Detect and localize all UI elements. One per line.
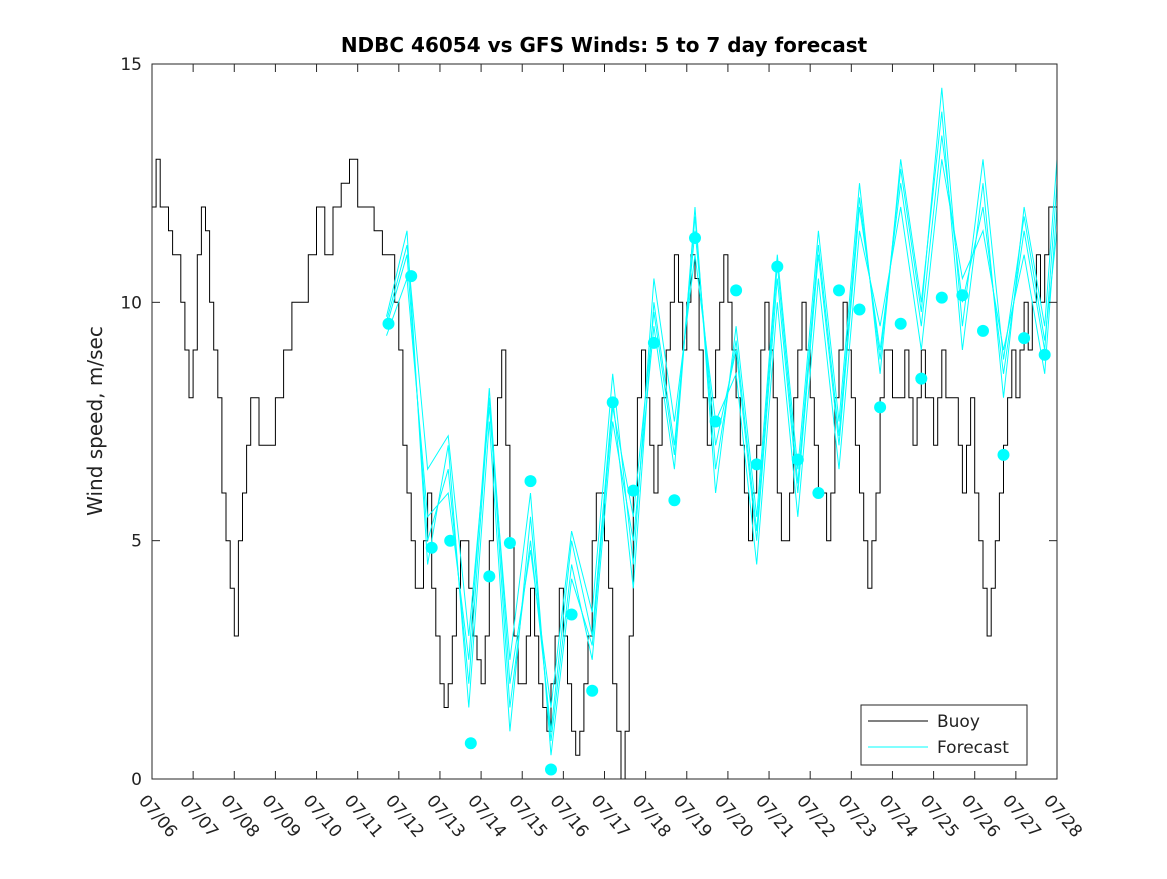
- buoy-series-line: [152, 158, 1057, 780]
- forecast-point: [647, 336, 660, 349]
- forecast-point: [750, 458, 763, 471]
- y-axis-label: Wind speed, m/sec: [83, 326, 107, 516]
- forecast-point: [935, 291, 948, 304]
- y-tick-label: 5: [131, 532, 142, 552]
- forecast-point: [524, 475, 537, 488]
- plot-area: [152, 87, 1058, 780]
- forecast-point: [1018, 332, 1031, 345]
- forecast-point: [853, 303, 866, 316]
- forecast-point: [915, 372, 928, 385]
- forecast-point: [444, 534, 457, 547]
- legend-box: [860, 704, 1028, 766]
- forecast-point: [405, 270, 418, 283]
- forecast-point: [1038, 348, 1051, 361]
- legend-buoy-label: Buoy: [937, 712, 980, 732]
- y-tick-label: 10: [120, 293, 142, 313]
- forecast-point: [894, 317, 907, 330]
- forecast-point: [709, 415, 722, 428]
- forecast-point: [812, 487, 825, 499]
- forecast-point: [997, 448, 1010, 461]
- y-tick-label: 0: [131, 770, 142, 790]
- forecast-point: [689, 232, 701, 244]
- forecast-point: [668, 494, 681, 507]
- forecast-point: [565, 608, 578, 621]
- forecast-point: [483, 570, 496, 583]
- forecast-point: [606, 396, 619, 409]
- chart-title: NDBC 46054 vs GFS Winds: 5 to 7 day fore…: [341, 33, 868, 57]
- forecast-point: [730, 284, 743, 297]
- forecast-point: [956, 289, 969, 302]
- forecast-point: [771, 260, 784, 273]
- forecast-point: [545, 763, 557, 776]
- forecast-point: [586, 684, 599, 697]
- y-tick-label: 15: [120, 55, 142, 75]
- forecast-point: [503, 537, 516, 549]
- legend: Buoy Forecast: [860, 704, 1028, 766]
- forecast-point: [791, 453, 804, 466]
- forecast-point: [464, 737, 477, 750]
- forecast-point: [977, 324, 989, 337]
- forecast-series-line-4: [386, 87, 1058, 756]
- forecast-point: [627, 484, 640, 497]
- forecast-series-line-2: [386, 111, 1058, 741]
- forecast-point: [833, 284, 845, 297]
- forecast-point: [382, 317, 395, 330]
- forecast-point: [874, 401, 887, 414]
- forecast-point: [425, 541, 438, 554]
- legend-forecast-label: Forecast: [937, 738, 1009, 758]
